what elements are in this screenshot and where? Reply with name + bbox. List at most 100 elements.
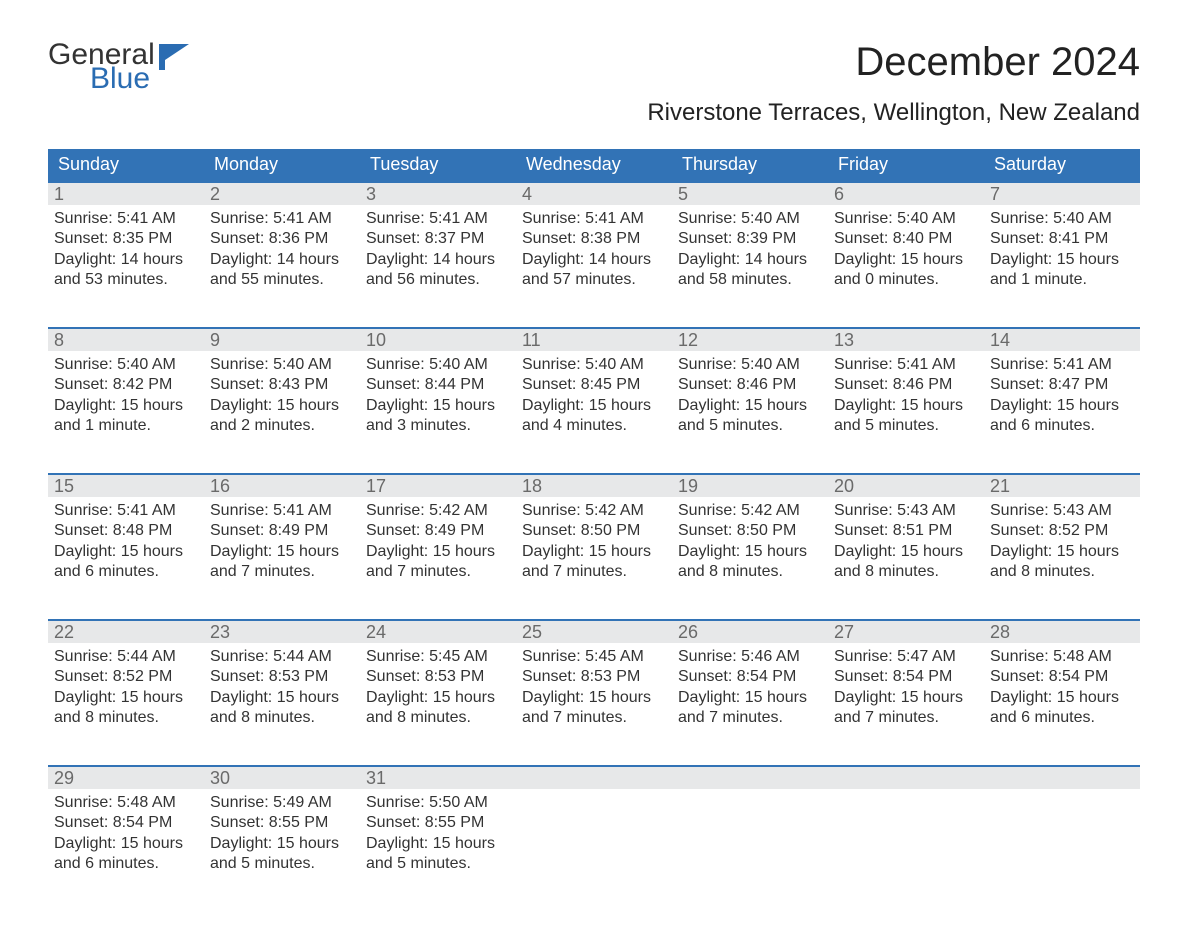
- daylight-line-1: Daylight: 14 hours: [678, 250, 822, 270]
- sunrise-line: Sunrise: 5:45 AM: [366, 647, 510, 667]
- calendar-day: 21Sunrise: 5:43 AMSunset: 8:52 PMDayligh…: [984, 475, 1140, 595]
- daylight-line-2: and 7 minutes.: [210, 562, 354, 582]
- weekday-header-row: SundayMondayTuesdayWednesdayThursdayFrid…: [48, 149, 1140, 181]
- day-number: [828, 767, 984, 789]
- sunset-line: Sunset: 8:45 PM: [522, 375, 666, 395]
- daylight-line-1: Daylight: 14 hours: [522, 250, 666, 270]
- sunset-line: Sunset: 8:53 PM: [366, 667, 510, 687]
- sunset-line: Sunset: 8:42 PM: [54, 375, 198, 395]
- day-number: 7: [984, 183, 1140, 205]
- sunrise-line: Sunrise: 5:41 AM: [54, 501, 198, 521]
- daylight-line-2: and 8 minutes.: [834, 562, 978, 582]
- day-details: Sunrise: 5:40 AMSunset: 8:44 PMDaylight:…: [360, 351, 516, 443]
- sunset-line: Sunset: 8:54 PM: [834, 667, 978, 687]
- weekday-header: Tuesday: [360, 149, 516, 181]
- sunrise-line: Sunrise: 5:44 AM: [210, 647, 354, 667]
- daylight-line-2: and 56 minutes.: [366, 270, 510, 290]
- sunset-line: Sunset: 8:50 PM: [522, 521, 666, 541]
- daylight-line-2: and 7 minutes.: [834, 708, 978, 728]
- calendar-day-empty: [828, 767, 984, 887]
- calendar-day: 1Sunrise: 5:41 AMSunset: 8:35 PMDaylight…: [48, 183, 204, 303]
- daylight-line-2: and 2 minutes.: [210, 416, 354, 436]
- day-details: Sunrise: 5:40 AMSunset: 8:40 PMDaylight:…: [828, 205, 984, 297]
- day-number: 30: [204, 767, 360, 789]
- sunrise-line: Sunrise: 5:42 AM: [522, 501, 666, 521]
- daylight-line-1: Daylight: 15 hours: [678, 396, 822, 416]
- sunrise-line: Sunrise: 5:43 AM: [834, 501, 978, 521]
- weekday-header: Thursday: [672, 149, 828, 181]
- daylight-line-1: Daylight: 15 hours: [678, 542, 822, 562]
- calendar-day: 13Sunrise: 5:41 AMSunset: 8:46 PMDayligh…: [828, 329, 984, 449]
- daylight-line-2: and 6 minutes.: [990, 416, 1134, 436]
- daylight-line-2: and 53 minutes.: [54, 270, 198, 290]
- sunset-line: Sunset: 8:46 PM: [678, 375, 822, 395]
- daylight-line-2: and 5 minutes.: [834, 416, 978, 436]
- calendar-day: 14Sunrise: 5:41 AMSunset: 8:47 PMDayligh…: [984, 329, 1140, 449]
- calendar-week: 1Sunrise: 5:41 AMSunset: 8:35 PMDaylight…: [48, 181, 1140, 303]
- sunset-line: Sunset: 8:48 PM: [54, 521, 198, 541]
- calendar-day: 15Sunrise: 5:41 AMSunset: 8:48 PMDayligh…: [48, 475, 204, 595]
- day-number: 20: [828, 475, 984, 497]
- day-number: 12: [672, 329, 828, 351]
- day-number: 17: [360, 475, 516, 497]
- calendar-day: 4Sunrise: 5:41 AMSunset: 8:38 PMDaylight…: [516, 183, 672, 303]
- sunrise-line: Sunrise: 5:41 AM: [990, 355, 1134, 375]
- daylight-line-1: Daylight: 15 hours: [210, 834, 354, 854]
- sunset-line: Sunset: 8:54 PM: [678, 667, 822, 687]
- sunrise-line: Sunrise: 5:48 AM: [990, 647, 1134, 667]
- day-number: 14: [984, 329, 1140, 351]
- sunrise-line: Sunrise: 5:40 AM: [210, 355, 354, 375]
- daylight-line-1: Daylight: 15 hours: [834, 542, 978, 562]
- day-details: Sunrise: 5:50 AMSunset: 8:55 PMDaylight:…: [360, 789, 516, 881]
- day-number: 13: [828, 329, 984, 351]
- day-number: 24: [360, 621, 516, 643]
- day-number: [984, 767, 1140, 789]
- calendar-day: 28Sunrise: 5:48 AMSunset: 8:54 PMDayligh…: [984, 621, 1140, 741]
- calendar-grid: SundayMondayTuesdayWednesdayThursdayFrid…: [48, 149, 1140, 887]
- calendar-day: 9Sunrise: 5:40 AMSunset: 8:43 PMDaylight…: [204, 329, 360, 449]
- sunset-line: Sunset: 8:40 PM: [834, 229, 978, 249]
- calendar-day: 31Sunrise: 5:50 AMSunset: 8:55 PMDayligh…: [360, 767, 516, 887]
- calendar-day-empty: [516, 767, 672, 887]
- day-details: Sunrise: 5:40 AMSunset: 8:43 PMDaylight:…: [204, 351, 360, 443]
- calendar-day: 17Sunrise: 5:42 AMSunset: 8:49 PMDayligh…: [360, 475, 516, 595]
- sunrise-line: Sunrise: 5:40 AM: [990, 209, 1134, 229]
- page-header: General Blue December 2024 Riverstone Te…: [48, 40, 1140, 141]
- sunrise-line: Sunrise: 5:41 AM: [210, 209, 354, 229]
- sunrise-line: Sunrise: 5:41 AM: [834, 355, 978, 375]
- weekday-header: Friday: [828, 149, 984, 181]
- calendar-day: 29Sunrise: 5:48 AMSunset: 8:54 PMDayligh…: [48, 767, 204, 887]
- day-details: Sunrise: 5:40 AMSunset: 8:42 PMDaylight:…: [48, 351, 204, 443]
- day-number: 6: [828, 183, 984, 205]
- day-details: Sunrise: 5:48 AMSunset: 8:54 PMDaylight:…: [48, 789, 204, 881]
- day-details: Sunrise: 5:41 AMSunset: 8:38 PMDaylight:…: [516, 205, 672, 297]
- daylight-line-2: and 6 minutes.: [54, 854, 198, 874]
- daylight-line-2: and 1 minute.: [990, 270, 1134, 290]
- sunrise-line: Sunrise: 5:40 AM: [834, 209, 978, 229]
- weekday-header: Monday: [204, 149, 360, 181]
- day-number: [672, 767, 828, 789]
- sunrise-line: Sunrise: 5:45 AM: [522, 647, 666, 667]
- calendar-week: 29Sunrise: 5:48 AMSunset: 8:54 PMDayligh…: [48, 765, 1140, 887]
- sunrise-line: Sunrise: 5:44 AM: [54, 647, 198, 667]
- daylight-line-1: Daylight: 15 hours: [366, 542, 510, 562]
- daylight-line-2: and 5 minutes.: [210, 854, 354, 874]
- daylight-line-2: and 5 minutes.: [678, 416, 822, 436]
- day-number: 8: [48, 329, 204, 351]
- day-number: 10: [360, 329, 516, 351]
- sunset-line: Sunset: 8:39 PM: [678, 229, 822, 249]
- daylight-line-1: Daylight: 15 hours: [522, 688, 666, 708]
- weekday-header: Saturday: [984, 149, 1140, 181]
- sunset-line: Sunset: 8:49 PM: [366, 521, 510, 541]
- sunrise-line: Sunrise: 5:41 AM: [54, 209, 198, 229]
- day-details: Sunrise: 5:41 AMSunset: 8:49 PMDaylight:…: [204, 497, 360, 589]
- sunset-line: Sunset: 8:43 PM: [210, 375, 354, 395]
- day-number: 27: [828, 621, 984, 643]
- day-number: 29: [48, 767, 204, 789]
- calendar-day: 30Sunrise: 5:49 AMSunset: 8:55 PMDayligh…: [204, 767, 360, 887]
- flag-icon: [159, 44, 193, 70]
- daylight-line-1: Daylight: 15 hours: [54, 834, 198, 854]
- daylight-line-1: Daylight: 15 hours: [366, 834, 510, 854]
- calendar-day: 22Sunrise: 5:44 AMSunset: 8:52 PMDayligh…: [48, 621, 204, 741]
- day-details: Sunrise: 5:40 AMSunset: 8:41 PMDaylight:…: [984, 205, 1140, 297]
